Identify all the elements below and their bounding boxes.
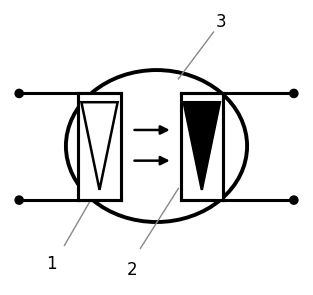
FancyBboxPatch shape — [181, 94, 223, 200]
Polygon shape — [81, 102, 118, 190]
Text: 3: 3 — [215, 13, 226, 31]
Circle shape — [15, 89, 23, 98]
Text: 1: 1 — [46, 255, 57, 273]
Circle shape — [290, 196, 298, 204]
FancyBboxPatch shape — [79, 94, 121, 200]
Text: 2: 2 — [126, 261, 137, 279]
Circle shape — [290, 89, 298, 98]
Circle shape — [15, 196, 23, 204]
Polygon shape — [184, 102, 220, 190]
Ellipse shape — [66, 70, 247, 222]
